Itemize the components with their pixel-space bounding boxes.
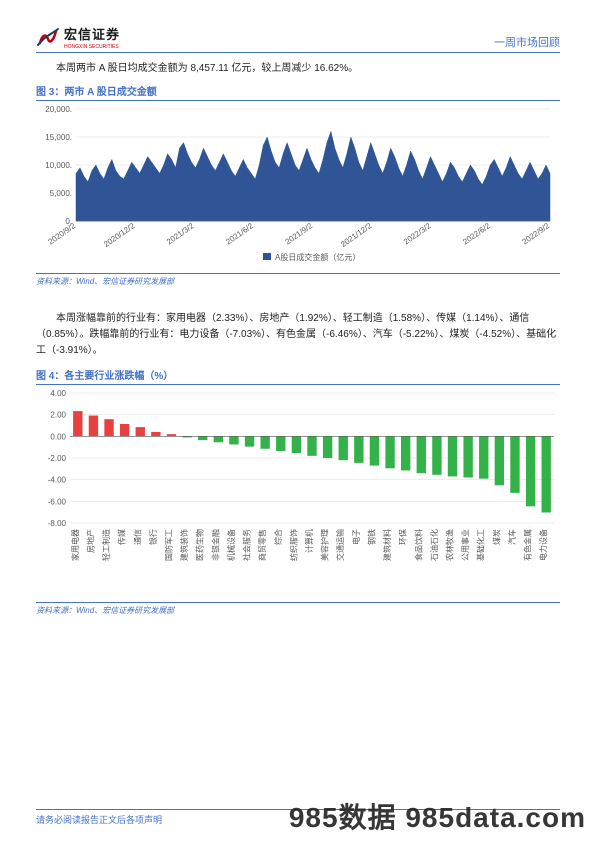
svg-text:纺织服饰: 纺织服饰	[288, 529, 298, 561]
svg-text:煤炭: 煤炭	[491, 529, 501, 545]
svg-text:综合: 综合	[273, 529, 283, 545]
svg-text:通信: 通信	[132, 529, 142, 545]
svg-text:机械设备: 机械设备	[226, 529, 236, 561]
svg-text:20,000.: 20,000.	[45, 105, 72, 114]
svg-text:4.00: 4.00	[50, 389, 66, 398]
svg-text:石油石化: 石油石化	[429, 529, 439, 561]
svg-text:社会服务: 社会服务	[242, 529, 252, 561]
svg-text:2021/12/2: 2021/12/2	[339, 221, 374, 249]
svg-text:-2.00: -2.00	[48, 454, 67, 463]
fig4-source: 资料来源：Wind、宏信证券研究发展部	[36, 602, 560, 616]
svg-text:交通运输: 交通运输	[335, 529, 345, 561]
bar-chart: -8.00 -6.00 -4.00 -2.00 0.00 2.00 4.00 家用电器房地产轻…	[36, 385, 560, 595]
svg-text:美容护理: 美容护理	[320, 529, 330, 561]
svg-text:家用电器: 家用电器	[70, 529, 80, 561]
svg-text:环保: 环保	[398, 529, 408, 545]
svg-text:2021/3/2: 2021/3/2	[165, 221, 196, 247]
svg-text:-6.00: -6.00	[48, 497, 67, 506]
svg-text:2020/9/2: 2020/9/2	[46, 221, 77, 247]
svg-text:银行: 银行	[148, 529, 158, 545]
svg-text:电子: 电子	[351, 529, 361, 545]
fig4-chart: -8.00 -6.00 -4.00 -2.00 0.00 2.00 4.00 家用电器房地产轻…	[36, 385, 560, 600]
svg-text:2021/9/2: 2021/9/2	[283, 221, 314, 247]
svg-text:轻工制造: 轻工制造	[101, 529, 111, 561]
svg-text:传媒: 传媒	[117, 529, 127, 545]
fig3-title: 图 3：两市 A 股日成交金额	[36, 83, 560, 101]
svg-text:计算机: 计算机	[304, 529, 314, 553]
svg-text:2022/6/2: 2022/6/2	[461, 221, 492, 247]
area-chart: 0.5,000.10,000.15,000.20,000.2020/9/2202…	[36, 101, 560, 266]
svg-text:电力设备: 电力设备	[538, 529, 548, 561]
brand-logo: 宏信证券 HONGXIN SECURITIES	[36, 24, 120, 50]
svg-text:有色金属: 有色金属	[523, 529, 533, 561]
svg-text:2.00: 2.00	[50, 411, 66, 420]
svg-text:建筑装饰: 建筑装饰	[179, 529, 189, 561]
svg-text:食品饮料: 食品饮料	[413, 529, 423, 561]
fig3-chart: 0.5,000.10,000.15,000.20,000.2020/9/2202…	[36, 101, 560, 271]
svg-text:基础化工: 基础化工	[476, 529, 486, 561]
svg-text:0.00: 0.00	[50, 432, 66, 441]
svg-text:2020/12/2: 2020/12/2	[102, 221, 137, 249]
svg-text:农林牧渔: 农林牧渔	[445, 529, 455, 561]
svg-text:建筑材料: 建筑材料	[382, 529, 392, 561]
page: 宏信证券 HONGXIN SECURITIES 一周市场回顾 本周两市 A 股日…	[0, 0, 596, 842]
svg-text:2021/6/2: 2021/6/2	[224, 221, 255, 247]
watermark: 985数据 985data.com	[289, 796, 586, 836]
svg-text:15,000.: 15,000.	[45, 133, 72, 142]
svg-text:10,000.: 10,000.	[45, 161, 72, 170]
brand-text: 宏信证券 HONGXIN SECURITIES	[64, 24, 120, 50]
header-right: 一周市场回顾	[494, 34, 560, 50]
svg-text:医药生物: 医药生物	[195, 529, 205, 561]
intro-text-2: 本周涨幅靠前的行业有：家用电器（2.33%）、房地产（1.92%）、轻工制造（1…	[36, 311, 560, 359]
svg-text:-8.00: -8.00	[48, 519, 67, 528]
svg-text:非银金融: 非银金融	[210, 529, 220, 561]
svg-text:钢铁: 钢铁	[366, 529, 376, 545]
brand-cn: 宏信证券	[64, 27, 120, 42]
logo-icon	[36, 25, 60, 49]
svg-text:公用事业: 公用事业	[460, 529, 470, 561]
svg-text:-4.00: -4.00	[48, 476, 67, 485]
svg-text:A股日成交金额（亿元）: A股日成交金额（亿元）	[275, 252, 360, 262]
fig4-title: 图 4：各主要行业涨跌幅（%）	[36, 367, 560, 385]
intro-text-1: 本周两市 A 股日均成交金额为 8,457.11 亿元，较上周减少 16.62%…	[36, 61, 560, 77]
svg-text:2022/9/2: 2022/9/2	[520, 221, 551, 247]
svg-text:房地产: 房地产	[85, 529, 95, 553]
page-header: 宏信证券 HONGXIN SECURITIES 一周市场回顾	[36, 24, 560, 53]
svg-text:商贸零售: 商贸零售	[257, 529, 267, 561]
svg-text:汽车: 汽车	[507, 529, 517, 545]
svg-text:5,000.: 5,000.	[50, 189, 72, 198]
svg-text:国防军工: 国防军工	[163, 529, 173, 561]
svg-text:2022/3/2: 2022/3/2	[402, 221, 433, 247]
brand-en: HONGXIN SECURITIES	[64, 44, 120, 50]
fig3-source: 资料来源：Wind、宏信证券研究发展部	[36, 273, 560, 287]
